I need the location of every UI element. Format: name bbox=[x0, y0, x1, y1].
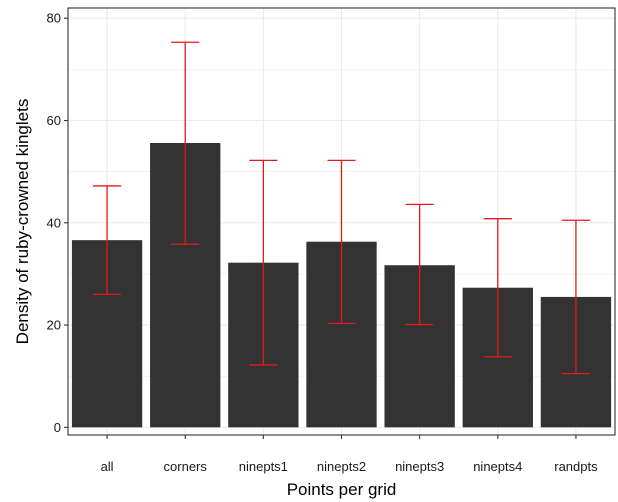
y-axis-ticks: 0 20 40 60 80 bbox=[47, 11, 68, 435]
error-bar-ninepts4 bbox=[483, 218, 512, 358]
y-tick-label: 0 bbox=[54, 420, 61, 435]
error-bar-ninepts2 bbox=[327, 159, 356, 325]
y-tick-label: 40 bbox=[47, 215, 61, 230]
y-axis-title: Density of ruby-crowned kinglets bbox=[13, 99, 32, 345]
error-bar-randpts bbox=[561, 219, 590, 375]
y-tick-label: 60 bbox=[47, 113, 61, 128]
x-tick-label: randpts bbox=[554, 459, 598, 474]
x-axis-title: Points per grid bbox=[287, 480, 397, 499]
y-tick-label: 80 bbox=[47, 11, 61, 26]
error-bar-corners bbox=[171, 41, 200, 245]
x-tick-label: ninepts4 bbox=[473, 459, 522, 474]
x-tick-label: all bbox=[101, 459, 114, 474]
error-bar-all bbox=[93, 185, 122, 296]
y-tick-label: 20 bbox=[47, 318, 61, 333]
error-bar-ninepts3 bbox=[405, 203, 434, 326]
x-tick-label: ninepts2 bbox=[317, 459, 366, 474]
error-bars bbox=[93, 41, 590, 375]
x-tick-label: ninepts1 bbox=[239, 459, 288, 474]
x-axis-ticks: all corners ninepts1 ninepts2 ninepts3 ninept… bbox=[101, 435, 598, 474]
x-tick-label: ninepts3 bbox=[395, 459, 444, 474]
error-bar-ninepts1 bbox=[249, 159, 278, 366]
x-tick-label: corners bbox=[164, 459, 208, 474]
